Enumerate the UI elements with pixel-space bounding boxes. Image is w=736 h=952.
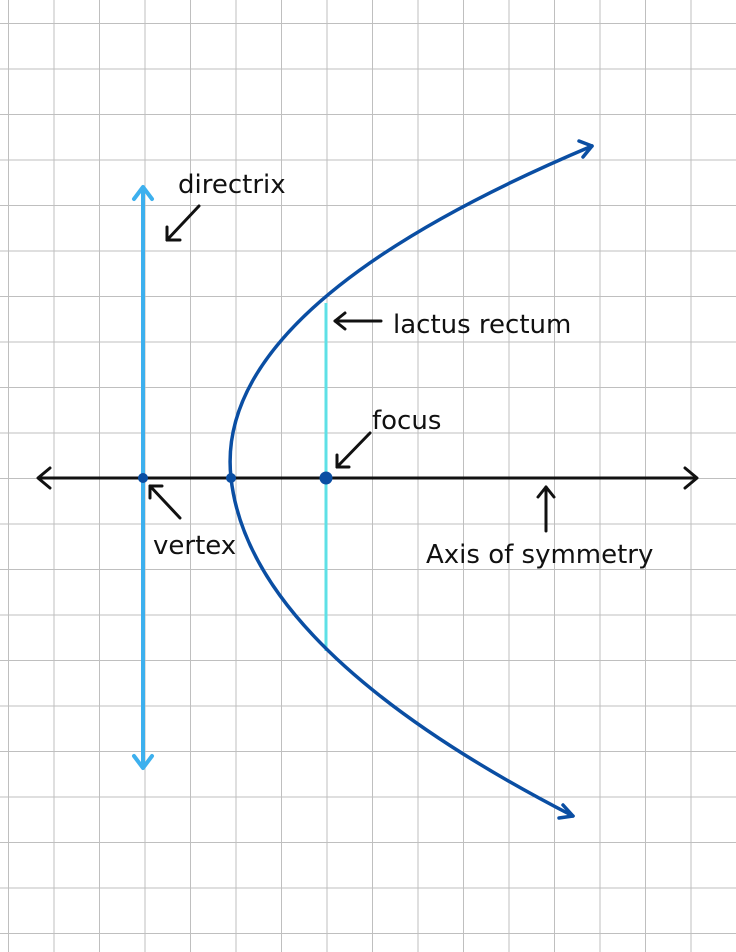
- vertex-label: vertex: [153, 531, 236, 561]
- directrix-axis-point: [138, 473, 148, 483]
- axis-of-symmetry-label: Axis of symmetry: [426, 540, 653, 570]
- directrix-label: directrix: [178, 170, 286, 200]
- focus-point: [319, 471, 333, 485]
- axis-pointer-arrow: [536, 485, 556, 533]
- vertex-point: [226, 473, 236, 483]
- vertex-pointer-arrow: [148, 484, 182, 520]
- axis-of-symmetry-line: [36, 466, 699, 490]
- latus-rectum-label: lactus rectum: [393, 310, 571, 340]
- focus-pointer-arrow: [335, 431, 372, 469]
- directrix-pointer-arrow: [165, 204, 201, 242]
- focus-label: focus: [372, 406, 441, 436]
- latus-rectum-pointer-arrow: [333, 311, 383, 331]
